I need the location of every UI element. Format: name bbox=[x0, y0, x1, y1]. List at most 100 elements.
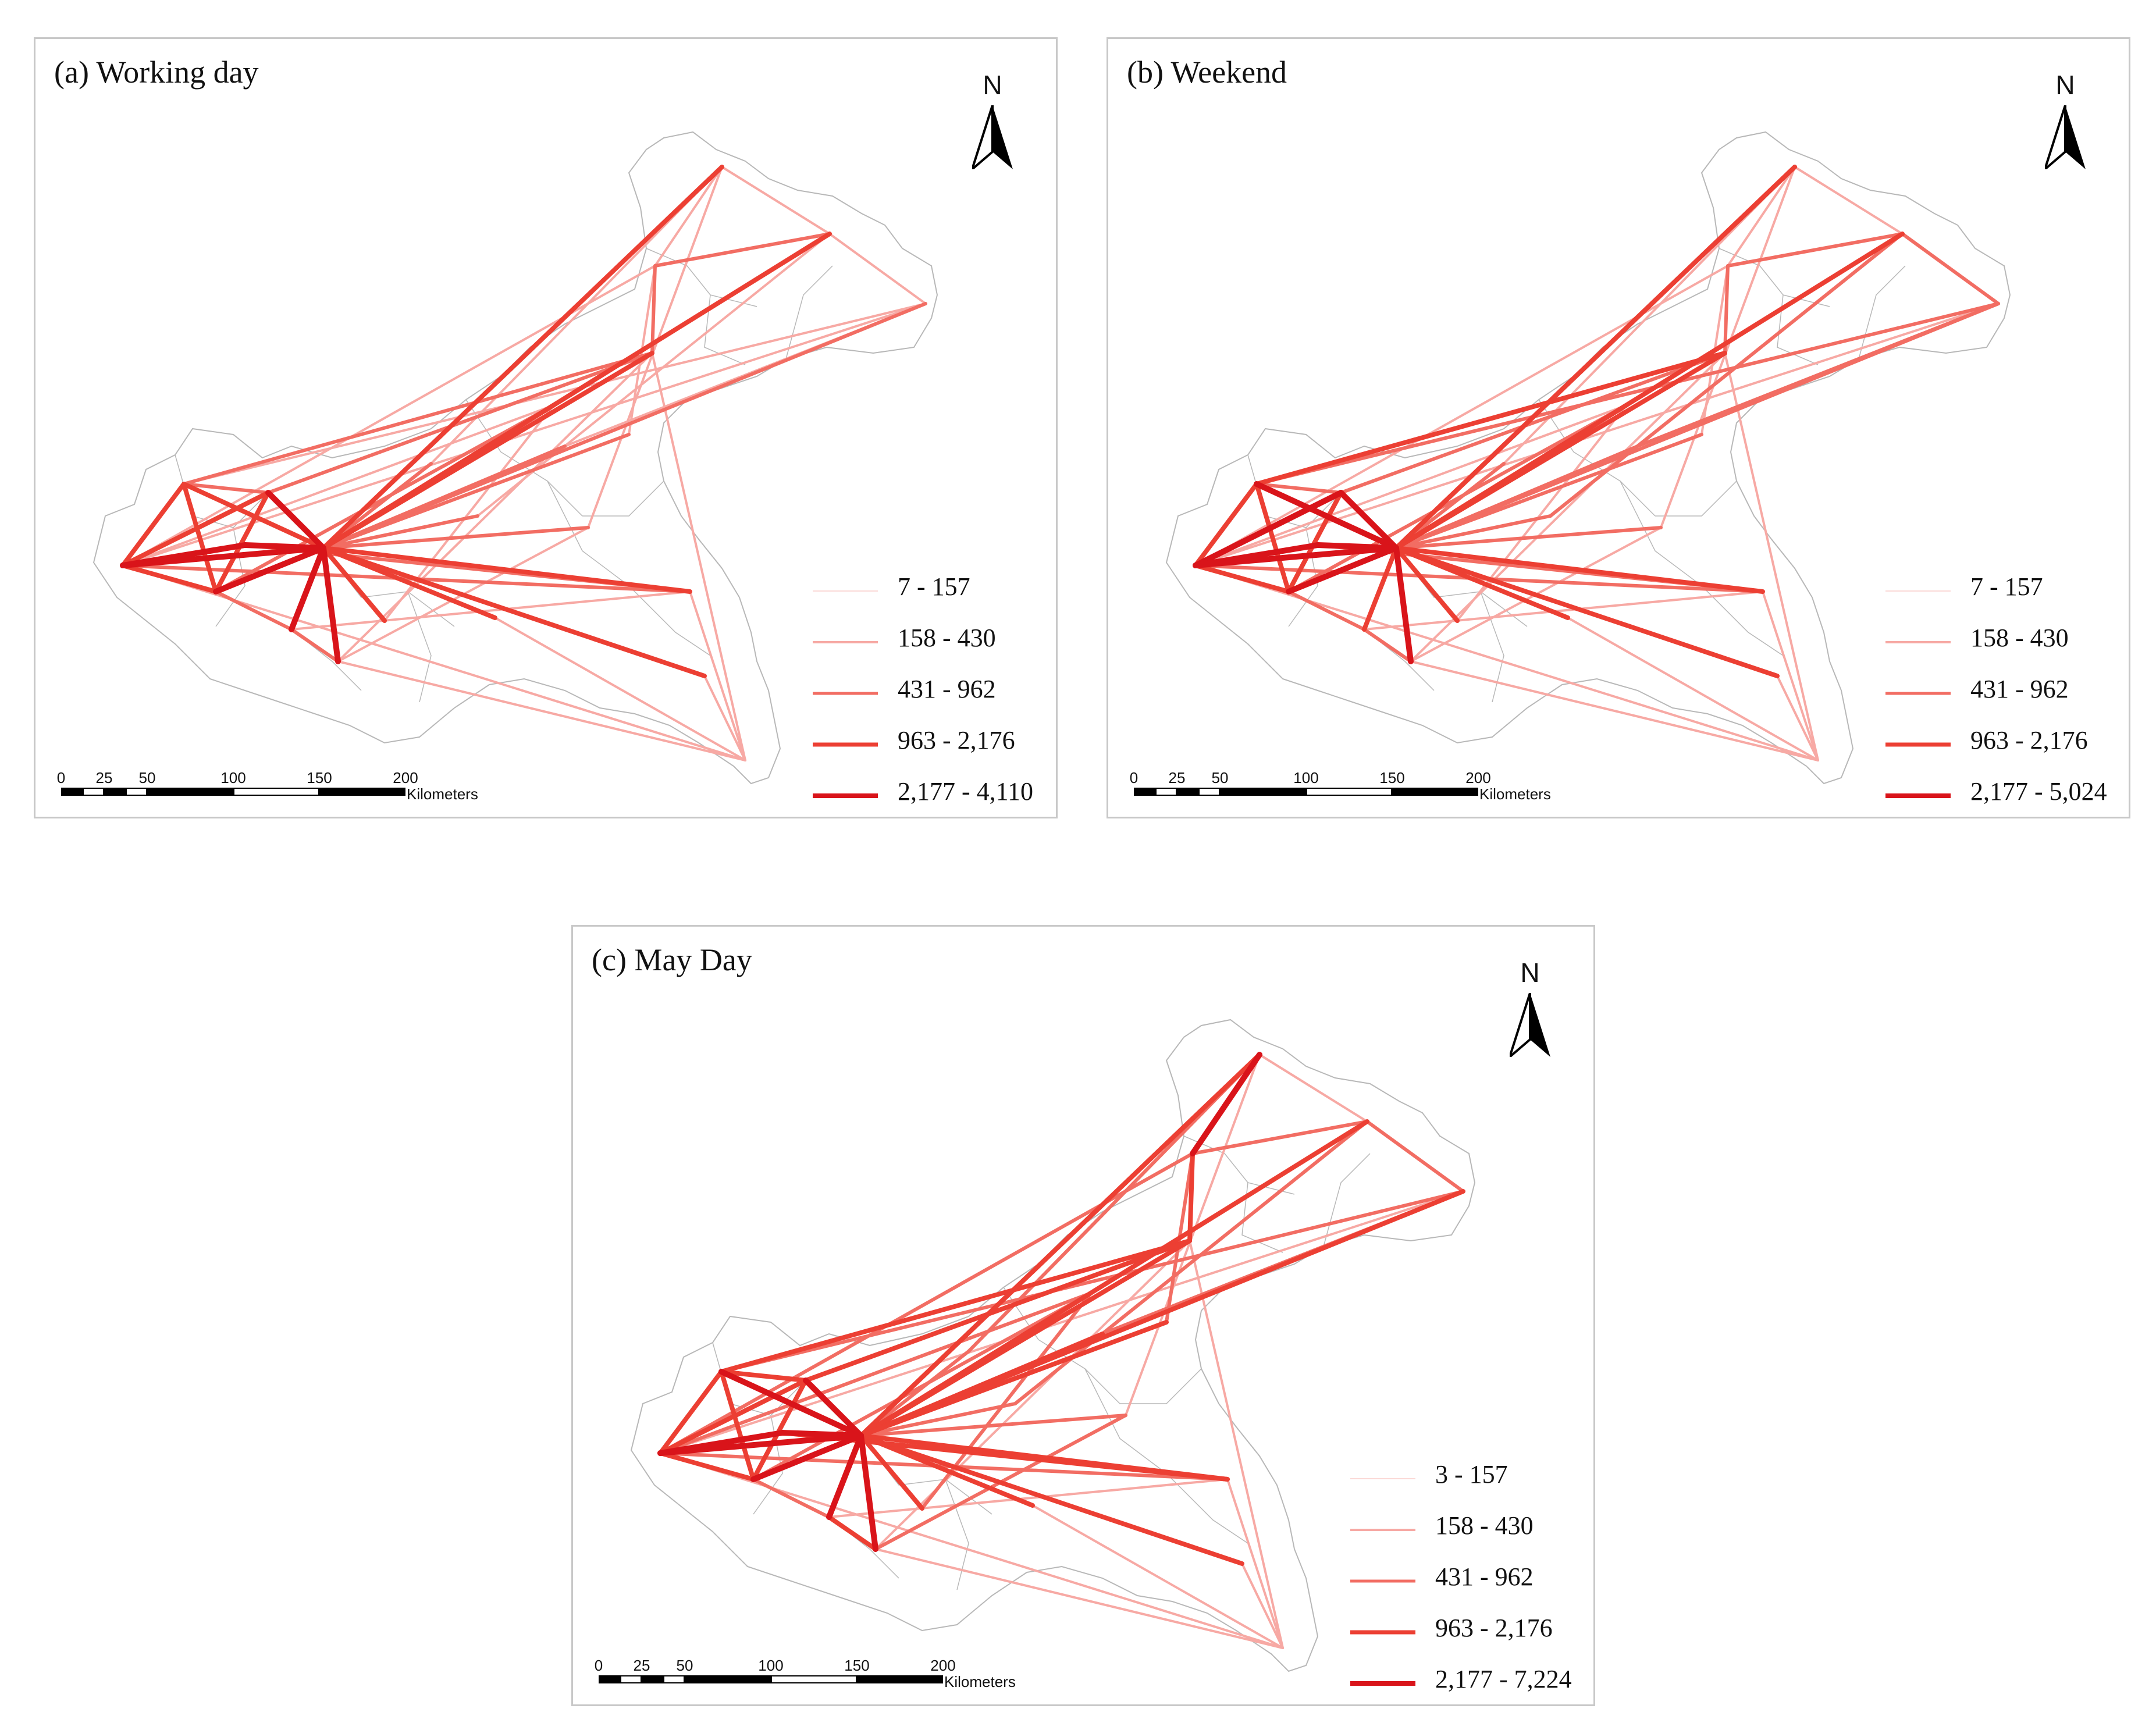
legend-label: 431 - 962 bbox=[1435, 1562, 1534, 1591]
flow-line bbox=[322, 444, 567, 550]
district-boundary bbox=[1719, 248, 1830, 307]
district-boundary bbox=[646, 248, 757, 307]
flow-line bbox=[321, 546, 387, 623]
flow-line bbox=[1287, 404, 1628, 593]
flow-line bbox=[651, 352, 746, 761]
scale-bar: 0 25 50 100 150 200 Kilometers bbox=[56, 769, 500, 816]
flow-line bbox=[719, 1369, 756, 1482]
legend-item: 963 - 2,176 bbox=[1348, 1605, 1592, 1656]
scale-bar: 0 25 50 100 150 200 Kilometers bbox=[1130, 769, 1572, 816]
scale-tick: 25 bbox=[633, 1657, 650, 1674]
flow-line bbox=[1193, 542, 1321, 568]
district-boundary bbox=[1120, 1368, 1202, 1404]
flow-line bbox=[859, 1119, 1369, 1438]
flow-line bbox=[1339, 351, 1727, 494]
scale-tick: 150 bbox=[844, 1657, 870, 1674]
north-arrow-icon bbox=[972, 105, 1013, 169]
flow-line bbox=[1394, 546, 1765, 594]
flow-line bbox=[1549, 232, 1904, 518]
flow-line bbox=[120, 542, 248, 568]
flow-line bbox=[859, 1433, 1244, 1566]
scale-tick: 100 bbox=[1293, 769, 1319, 786]
scale-tick: 100 bbox=[220, 769, 246, 786]
flow-line bbox=[859, 1433, 924, 1511]
scale-tick: 25 bbox=[1168, 769, 1186, 786]
flow-line bbox=[689, 590, 746, 761]
flow-line bbox=[1901, 232, 2000, 305]
flow-line bbox=[337, 352, 653, 663]
flow-line bbox=[1194, 564, 1764, 593]
flow-line bbox=[1190, 1052, 1262, 1156]
flow-line bbox=[719, 1238, 1192, 1374]
district-boundary bbox=[704, 294, 746, 365]
flow-line bbox=[1410, 660, 1819, 761]
panel-title: (b) Weekend bbox=[1127, 55, 1287, 90]
flow-line bbox=[1286, 490, 1343, 594]
flow-line bbox=[321, 165, 724, 550]
flow-line bbox=[214, 590, 293, 631]
legend-item: 963 - 2,176 bbox=[1883, 717, 2127, 768]
scale-tick: 200 bbox=[393, 769, 418, 786]
flow-line bbox=[321, 232, 832, 550]
flow-line bbox=[659, 1451, 1229, 1481]
scale-unit: Kilometers bbox=[1479, 785, 1551, 803]
scale-tick: 100 bbox=[758, 1657, 784, 1674]
flow-line bbox=[322, 433, 631, 550]
flow-line bbox=[587, 166, 723, 529]
flow-line bbox=[653, 232, 831, 268]
flow-line bbox=[659, 1190, 1464, 1454]
district-boundary bbox=[1241, 1182, 1283, 1253]
flow-line bbox=[752, 1291, 1093, 1481]
scale-tick: 50 bbox=[138, 769, 156, 786]
scale-tick: 0 bbox=[56, 769, 66, 786]
district-boundary bbox=[1480, 591, 1504, 703]
flow-line bbox=[494, 617, 746, 761]
flow-line bbox=[1031, 1504, 1284, 1649]
scale-tick: 150 bbox=[1379, 769, 1405, 786]
legend-label: 431 - 962 bbox=[1970, 675, 2069, 703]
flow-line bbox=[213, 545, 326, 595]
flow-line bbox=[803, 1238, 1192, 1383]
flow-line bbox=[214, 404, 555, 593]
flow-line bbox=[752, 1478, 831, 1519]
flow-line bbox=[1286, 545, 1399, 595]
flow-line bbox=[650, 264, 657, 355]
flow-line bbox=[1189, 1240, 1284, 1649]
flow-map bbox=[1165, 131, 2011, 785]
flow-line bbox=[1363, 590, 1764, 631]
scale-tick: 25 bbox=[95, 769, 113, 786]
scale-unit: Kilometers bbox=[944, 1673, 1016, 1690]
legend-item: 2,177 - 7,224 bbox=[1348, 1656, 1592, 1707]
panel-title: (c) May Day bbox=[592, 942, 752, 977]
flow-line bbox=[1410, 352, 1726, 663]
scale-unit: Kilometers bbox=[407, 785, 478, 803]
flow-line bbox=[826, 1433, 864, 1520]
flow-map bbox=[92, 131, 938, 785]
legend-item: 2,177 - 4,110 bbox=[810, 768, 1055, 820]
flow-line bbox=[1660, 166, 1796, 529]
flow-line bbox=[1226, 1478, 1284, 1649]
flow-line bbox=[858, 1433, 878, 1552]
legend-label: 158 - 430 bbox=[898, 624, 996, 652]
flow-line bbox=[321, 545, 341, 664]
legend-label: 2,177 - 7,224 bbox=[1435, 1665, 1572, 1693]
legend-item: 3 - 157 bbox=[1348, 1451, 1592, 1503]
flow-line bbox=[120, 482, 186, 568]
flow-line bbox=[1255, 302, 2000, 486]
flow-line bbox=[1394, 165, 1797, 550]
scale-tick: 200 bbox=[1465, 769, 1491, 786]
north-arrow: N bbox=[1504, 957, 1556, 1062]
legend-label: 3 - 157 bbox=[1435, 1460, 1508, 1489]
legend-item: 431 - 962 bbox=[1348, 1554, 1592, 1605]
flow-map bbox=[630, 1019, 1476, 1672]
flow-line bbox=[1727, 166, 1796, 267]
flow-line bbox=[1394, 514, 1552, 550]
legend-label: 158 - 430 bbox=[1435, 1511, 1534, 1540]
legend-item: 158 - 430 bbox=[1883, 615, 2127, 666]
flow-line bbox=[121, 564, 692, 593]
flow-line bbox=[828, 1478, 1229, 1518]
flow-line bbox=[703, 675, 746, 761]
scale-tick: 0 bbox=[1129, 769, 1139, 786]
flow-legend: 7 - 157 158 - 430 431 - 962 963 - 2,176 … bbox=[810, 564, 1055, 820]
flow-line bbox=[859, 1052, 1262, 1438]
